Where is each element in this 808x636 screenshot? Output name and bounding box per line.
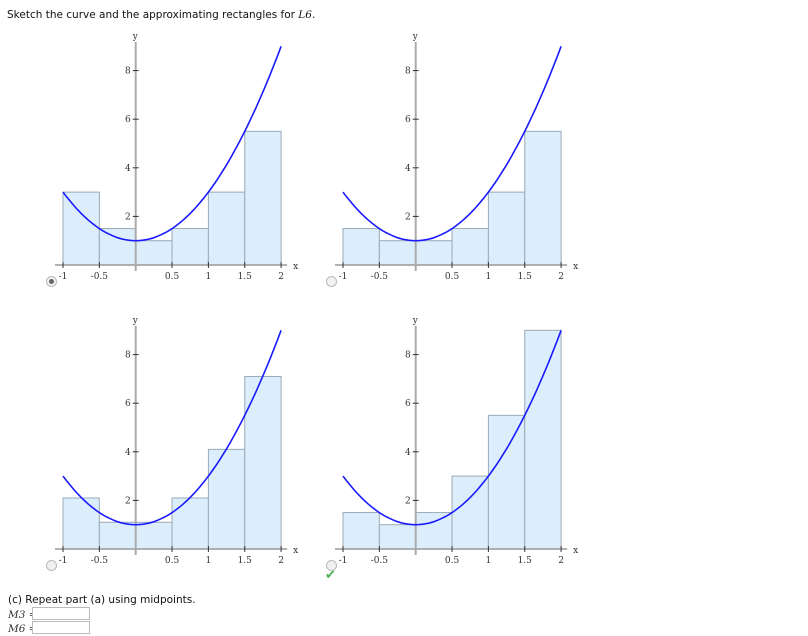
y-tick-label: 6 <box>405 399 411 409</box>
x-tick-label: 1 <box>206 272 212 282</box>
prompt-end: . <box>311 9 316 21</box>
graph-option-1: x y -1 -0.5 0.5 1 1.5 2 2 4 6 8 <box>0 30 300 320</box>
approx-rectangle <box>415 512 453 550</box>
x-tick-label: 1 <box>206 556 212 566</box>
y-tick-label: 2 <box>125 212 131 222</box>
x-tick-label: 1.5 <box>238 272 253 282</box>
y-tick-label: 2 <box>405 496 411 506</box>
x-tick-label: -1 <box>339 556 348 566</box>
prompt-variable: L6 <box>298 9 312 21</box>
approx-rectangle <box>342 228 380 266</box>
x-tick-label: 0.5 <box>445 556 460 566</box>
approx-rectangle <box>524 329 562 550</box>
approx-rectangle <box>487 191 526 266</box>
y-axis-label: y <box>132 32 139 42</box>
approx-rectangle <box>451 228 489 266</box>
graph-svg: x y -1 -0.5 0.5 1 1.5 2 2 4 6 8 <box>335 32 578 282</box>
prompt-text: Sketch the curve and the approximating r… <box>7 9 299 21</box>
approx-rectangle <box>135 521 173 550</box>
x-tick-label: 2 <box>558 272 564 282</box>
y-tick-label: 8 <box>125 351 131 361</box>
x-tick-label: -1 <box>339 272 348 282</box>
x-tick-label: 1.5 <box>518 556 533 566</box>
x-axis-label: x <box>293 546 298 556</box>
approx-rectangle <box>524 130 562 266</box>
y-axis-label: y <box>412 316 419 326</box>
y-tick-label: 6 <box>125 399 131 409</box>
approx-rectangle <box>451 475 489 550</box>
approx-rectangle <box>171 228 209 266</box>
y-tick-label: 6 <box>125 115 131 125</box>
y-tick-label: 4 <box>405 448 411 458</box>
approx-rectangle <box>98 228 137 266</box>
x-tick-label: -0.5 <box>91 556 109 566</box>
x-tick-label: -1 <box>59 272 68 282</box>
m3-input[interactable] <box>32 607 90 620</box>
graph-svg: x y -1 -0.5 0.5 1 1.5 2 2 4 6 8 <box>55 316 298 566</box>
x-tick-label: 0.5 <box>165 556 180 566</box>
option-radio-4[interactable] <box>326 560 337 571</box>
y-tick-label: 8 <box>405 67 411 77</box>
approx-rectangle <box>62 191 100 266</box>
option-radio-3[interactable] <box>46 560 57 571</box>
approx-rectangle <box>244 130 282 266</box>
y-tick-label: 2 <box>405 212 411 222</box>
option-radio-2[interactable] <box>326 276 337 287</box>
y-tick-label: 4 <box>125 448 131 458</box>
question-prompt: Sketch the curve and the approximating r… <box>7 9 315 21</box>
y-tick-label: 8 <box>125 67 131 77</box>
y-tick-label: 6 <box>405 115 411 125</box>
x-tick-label: -1 <box>59 556 68 566</box>
y-tick-label: 8 <box>405 351 411 361</box>
y-tick-label: 4 <box>125 164 131 174</box>
approx-rectangle <box>415 240 453 266</box>
function-curve <box>62 330 282 526</box>
function-curve <box>62 46 282 242</box>
x-axis-label: x <box>293 262 298 272</box>
approx-rectangle <box>135 240 173 266</box>
graph-option-4: x y -1 -0.5 0.5 1 1.5 2 2 4 6 8 <box>280 314 580 604</box>
part-c-prompt: (c) Repeat part (a) using midpoints. <box>8 594 196 606</box>
y-axis-label: y <box>412 32 419 42</box>
graph-option-2: x y -1 -0.5 0.5 1 1.5 2 2 4 6 8 <box>280 30 580 320</box>
x-tick-label: 2 <box>558 556 564 566</box>
graph-option-3: x y -1 -0.5 0.5 1 1.5 2 2 4 6 8 <box>0 314 300 604</box>
m3-label: M3 = <box>8 609 38 621</box>
x-tick-label: 0.5 <box>165 272 180 282</box>
x-tick-label: -0.5 <box>91 272 109 282</box>
x-tick-label: -0.5 <box>371 272 389 282</box>
m6-input[interactable] <box>32 621 90 634</box>
x-axis-label: x <box>573 262 578 272</box>
x-tick-label: 1.5 <box>238 556 253 566</box>
approx-rectangle <box>207 448 246 550</box>
graph-svg: x y -1 -0.5 0.5 1 1.5 2 2 4 6 8 <box>55 32 298 282</box>
approx-rectangle <box>62 497 100 550</box>
approx-rectangle <box>342 512 380 550</box>
x-tick-label: 1 <box>486 272 492 282</box>
x-tick-label: 1.5 <box>518 272 533 282</box>
m6-label: M6 = <box>8 623 38 635</box>
approx-rectangle <box>378 524 417 550</box>
approx-rectangle <box>487 414 526 550</box>
m3-row: M3 = <box>8 607 90 621</box>
y-tick-label: 2 <box>125 496 131 506</box>
approx-rectangle <box>171 497 209 550</box>
y-axis-label: y <box>132 316 139 326</box>
y-tick-label: 4 <box>405 164 411 174</box>
approx-rectangle <box>378 240 417 266</box>
option-radio-1[interactable] <box>46 276 57 287</box>
approx-rectangle <box>207 191 246 266</box>
m6-row: M6 = <box>8 621 90 635</box>
approx-rectangle <box>98 521 137 550</box>
x-tick-label: 2 <box>278 556 284 566</box>
function-curve <box>342 46 562 242</box>
correct-check-icon: ✔ <box>325 568 336 583</box>
x-tick-label: 1 <box>486 556 492 566</box>
x-axis-label: x <box>573 546 578 556</box>
x-tick-label: 2 <box>278 272 284 282</box>
function-curve <box>342 330 562 526</box>
graph-svg: x y -1 -0.5 0.5 1 1.5 2 2 4 6 8 <box>335 316 578 566</box>
x-tick-label: -0.5 <box>371 556 389 566</box>
x-tick-label: 0.5 <box>445 272 460 282</box>
